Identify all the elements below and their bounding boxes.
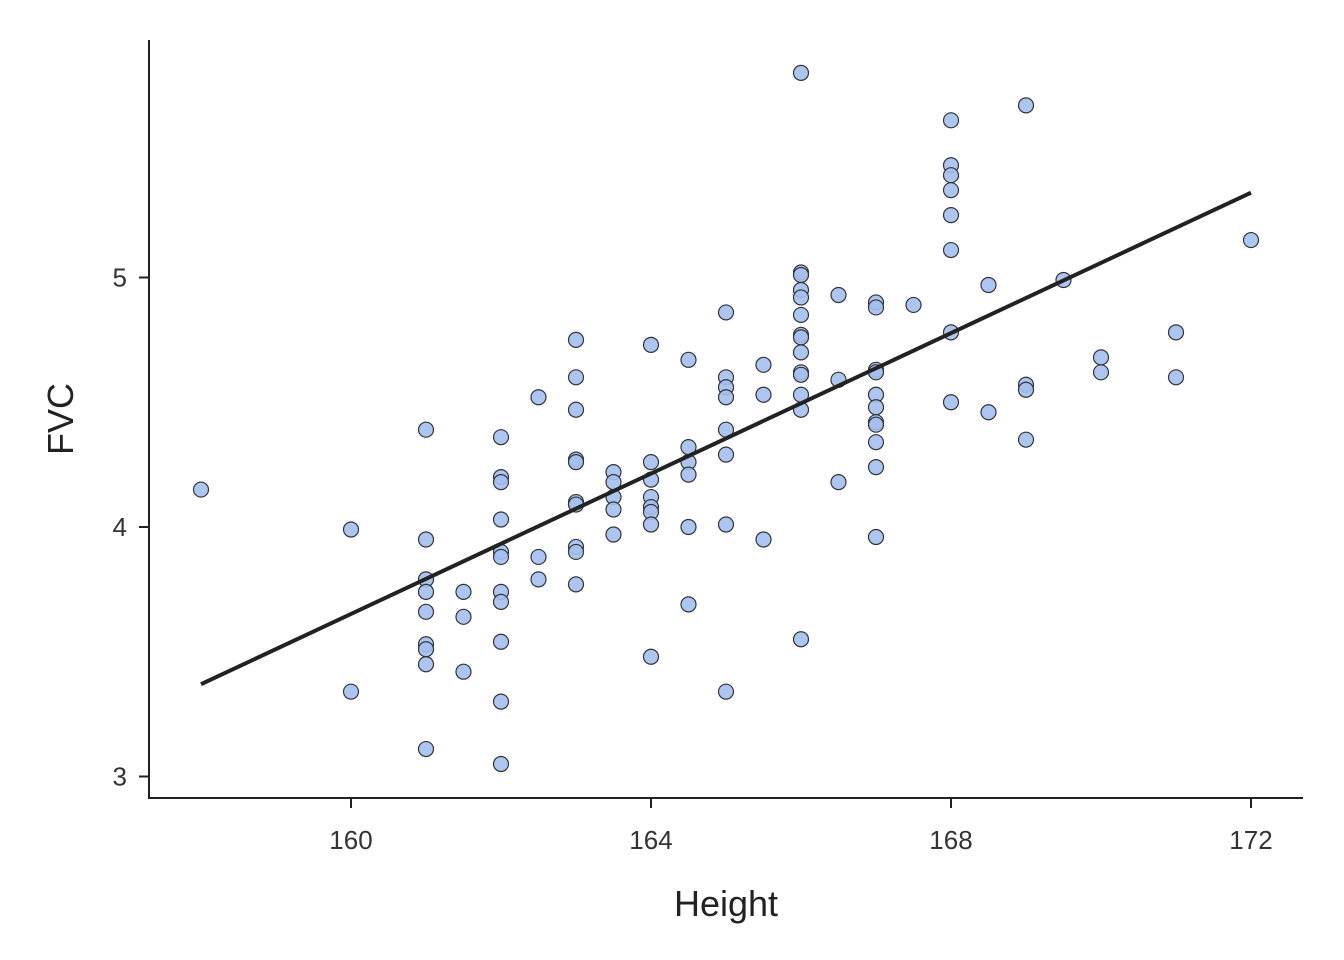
- x-tick-label: 172: [1229, 825, 1272, 855]
- data-point: [642, 454, 660, 471]
- data-point: [755, 386, 772, 403]
- data-point: [417, 641, 435, 658]
- data-point: [567, 543, 585, 561]
- x-tick-label: 168: [929, 825, 972, 855]
- data-point: [455, 608, 472, 625]
- data-point: [867, 399, 885, 416]
- data-point: [455, 583, 472, 600]
- data-point: [1167, 369, 1185, 386]
- y-tick-label: 4: [113, 512, 127, 542]
- data-point: [792, 329, 810, 346]
- data-point: [942, 394, 960, 411]
- data-point: [642, 648, 660, 665]
- data-point: [792, 289, 810, 306]
- data-point: [417, 740, 435, 758]
- data-point: [980, 276, 997, 294]
- data-point: [942, 207, 960, 224]
- data-point: [492, 548, 510, 566]
- y-ticks: 3 4 5: [113, 263, 149, 792]
- data-point: [605, 526, 622, 543]
- data-point: [867, 416, 885, 433]
- data-point: [717, 683, 735, 700]
- regression-line: [200, 190, 1252, 686]
- data-point: [417, 603, 435, 620]
- data-point: [642, 336, 660, 353]
- data-point: [567, 576, 585, 593]
- y-tick-label: 5: [113, 263, 127, 293]
- data-point: [680, 596, 697, 613]
- data-point: [792, 64, 810, 82]
- data-point: [567, 369, 585, 386]
- data-point: [342, 683, 360, 700]
- data-point: [567, 401, 585, 418]
- x-ticks: 160 164 168 172: [329, 798, 1273, 855]
- data-point: [717, 516, 735, 533]
- data-point: [567, 331, 585, 348]
- data-point: [792, 306, 810, 324]
- data-point: [680, 351, 697, 368]
- data-point: [942, 241, 960, 259]
- y-axis-label: FVC: [40, 383, 81, 455]
- data-point: [530, 389, 547, 406]
- data-point: [942, 112, 960, 129]
- data-point: [417, 583, 435, 600]
- data-point: [455, 663, 472, 680]
- data-point: [605, 501, 622, 518]
- data-point: [755, 531, 772, 548]
- data-point: [530, 571, 547, 588]
- data-point: [792, 344, 810, 361]
- x-tick-label: 160: [329, 825, 372, 855]
- data-point: [792, 631, 810, 648]
- data-point: [1092, 349, 1110, 366]
- data-point: [717, 304, 735, 321]
- data-point: [417, 531, 435, 548]
- data-point: [680, 466, 697, 483]
- data-point: [1017, 97, 1035, 114]
- data-point: [492, 593, 510, 610]
- data-point: [417, 421, 435, 438]
- data-point: [492, 429, 510, 446]
- data-point: [680, 518, 697, 536]
- data-point: [867, 459, 885, 476]
- data-point: [567, 454, 585, 471]
- data-point: [755, 356, 772, 373]
- data-point: [942, 167, 960, 184]
- data-point: [867, 528, 885, 546]
- data-point: [492, 633, 510, 650]
- data-point: [792, 366, 810, 383]
- data-point: [867, 299, 885, 316]
- data-point: [717, 389, 735, 406]
- y-tick-label: 3: [113, 762, 127, 792]
- data-point: [1017, 431, 1035, 448]
- data-point: [492, 473, 510, 491]
- x-tick-label: 164: [629, 825, 672, 855]
- data-point: [717, 446, 735, 463]
- points-layer: [192, 64, 1260, 773]
- data-point: [417, 656, 435, 673]
- data-point: [1167, 324, 1185, 341]
- data-point: [530, 548, 547, 566]
- data-point: [492, 511, 510, 528]
- x-axis-label: Height: [674, 883, 778, 924]
- data-point: [867, 434, 885, 451]
- data-point: [192, 481, 210, 498]
- data-point: [492, 693, 510, 710]
- data-point: [942, 182, 960, 199]
- data-point: [792, 266, 810, 284]
- data-point: [905, 296, 922, 314]
- data-point: [342, 521, 360, 538]
- data-point: [830, 286, 847, 304]
- data-point: [1017, 381, 1035, 398]
- data-point: [830, 473, 847, 491]
- data-point: [1242, 231, 1260, 249]
- data-point: [980, 404, 997, 421]
- data-point: [642, 516, 660, 533]
- data-point: [1092, 364, 1110, 381]
- data-point: [492, 755, 510, 773]
